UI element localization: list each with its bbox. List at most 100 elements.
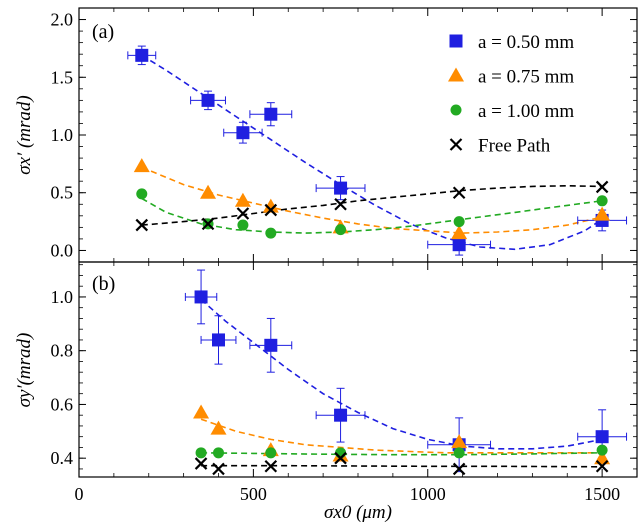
cross-stroke	[212, 462, 225, 476]
data-point-square	[595, 430, 609, 444]
cross-stroke	[236, 207, 250, 220]
panel-b-frame	[78, 261, 638, 478]
x-tick-label: 500	[240, 484, 267, 504]
data-point-cross	[236, 207, 250, 220]
panel-a-ytick-label: 2.0	[51, 10, 74, 30]
panel-a-ytick-label: 1.0	[51, 125, 74, 145]
panel-a-ytick-label: 1.5	[51, 67, 74, 87]
panel-b-ylabel: σy′(mrad)	[14, 333, 35, 408]
data-point-triangle	[594, 206, 611, 221]
data-point-circle	[213, 447, 224, 459]
data-point-cross	[334, 451, 347, 465]
cross-stroke	[194, 457, 208, 470]
data-point-cross	[212, 462, 225, 476]
data-point-circle	[335, 224, 347, 236]
data-point-square	[236, 126, 250, 140]
cross-stroke	[449, 138, 463, 151]
data-point-cross	[201, 217, 215, 231]
data-point-circle	[136, 188, 148, 200]
panel-b-ticks: 0.4 0.6 0.8 1.0 0 500 1000 1500	[51, 262, 637, 504]
panel-b-ytick-label: 0.4	[51, 448, 74, 468]
fit-line-cross	[201, 464, 603, 468]
legend-label: a = 0.50 mm	[478, 32, 574, 53]
data-point-triangle	[200, 184, 217, 199]
cross-stroke	[264, 459, 278, 473]
data-point-circle	[265, 227, 277, 239]
legend-label: a = 0.75 mm	[478, 67, 574, 88]
data-point-circle	[237, 219, 249, 231]
panel-a-ytick-label: 0.0	[51, 240, 74, 260]
data-point-circle	[596, 195, 608, 207]
cross-stroke	[595, 180, 609, 194]
fit-line-cross	[141, 184, 603, 226]
legend-marker-square	[449, 34, 463, 48]
legend-label: Free Path	[478, 136, 551, 157]
legend: a = 0.50 mm a = 0.75 mm a = 1.00 mm Free Pa…	[448, 32, 574, 157]
panel-a-ytick-label: 0.5	[51, 183, 74, 203]
panel-a: (a) σx′ (mrad) 0.0 0.5 1.0 1.5 2.0 a = 0.50 …	[14, 7, 638, 263]
data-point-square	[334, 181, 348, 195]
data-point-triangle	[594, 450, 611, 465]
x-tick-label: 1500	[584, 484, 620, 504]
data-point-triangle	[133, 158, 150, 173]
data-point-circle	[195, 447, 207, 459]
cross-stroke	[452, 186, 466, 200]
panel-a-ticks: 0.0 0.5 1.0 1.5 2.0	[51, 8, 637, 262]
data-point-square	[264, 338, 278, 352]
panel-a-label: (a)	[92, 21, 114, 43]
data-point-circle	[453, 447, 465, 459]
data-point-cross	[452, 462, 466, 476]
x-tick-label: 1000	[410, 484, 446, 504]
fit-line-square	[200, 298, 603, 450]
x-axis-label: σx0 (μm)	[324, 502, 392, 523]
data-point-triangle	[210, 420, 227, 435]
data-point-square	[452, 238, 466, 252]
cross-stroke	[334, 451, 347, 465]
data-point-triangle	[234, 192, 251, 207]
fit-line-circle	[201, 452, 603, 456]
fit-line-triangle	[141, 166, 603, 234]
data-point-circle	[265, 447, 277, 459]
data-point-cross	[334, 197, 347, 211]
data-point-circle	[453, 216, 465, 228]
data-point-cross	[595, 459, 609, 473]
legend-label: a = 1.00 mm	[478, 101, 574, 122]
data-point-cross	[452, 186, 466, 200]
panel-b-data-points	[184, 269, 628, 476]
legend-marker-triangle	[448, 67, 464, 82]
legend-marker-circle	[450, 104, 462, 116]
data-point-square	[135, 48, 149, 62]
data-point-square	[194, 290, 208, 304]
fit-line-triangle	[200, 418, 603, 454]
panel-b: (b) σy′(mrad) 0.4 0.6 0.8 1.0 0 500 1000 1500 σ…	[14, 261, 638, 523]
data-point-triangle	[193, 404, 210, 419]
data-point-square	[334, 408, 348, 422]
data-point-cross	[194, 457, 208, 470]
data-point-cross	[135, 218, 149, 232]
legend-marker-cross	[449, 138, 463, 151]
panel-a-ylabel: σx′ (mrad)	[14, 95, 35, 174]
data-point-cross	[264, 459, 278, 473]
data-point-triangle	[262, 198, 279, 213]
cross-stroke	[595, 459, 609, 473]
panel-b-ytick-label: 0.8	[51, 341, 74, 361]
data-point-cross	[264, 203, 278, 217]
panel-b-ytick-label: 1.0	[51, 287, 74, 307]
cross-stroke	[135, 218, 149, 232]
data-point-triangle	[451, 434, 468, 449]
data-point-circle	[596, 444, 608, 456]
cross-stroke	[264, 203, 278, 217]
x-tick-label: 0	[75, 484, 84, 504]
panel-b-ytick-label: 0.6	[51, 394, 74, 414]
cross-stroke	[452, 462, 466, 476]
data-point-square	[201, 93, 215, 107]
panel-a-data-points	[127, 45, 628, 256]
cross-stroke	[334, 197, 347, 211]
data-point-triangle	[451, 225, 468, 240]
data-point-cross	[595, 180, 609, 194]
panel-b-fit-lines	[200, 298, 603, 468]
data-point-square	[264, 107, 278, 121]
cross-stroke	[201, 217, 215, 231]
data-point-square	[212, 333, 225, 347]
